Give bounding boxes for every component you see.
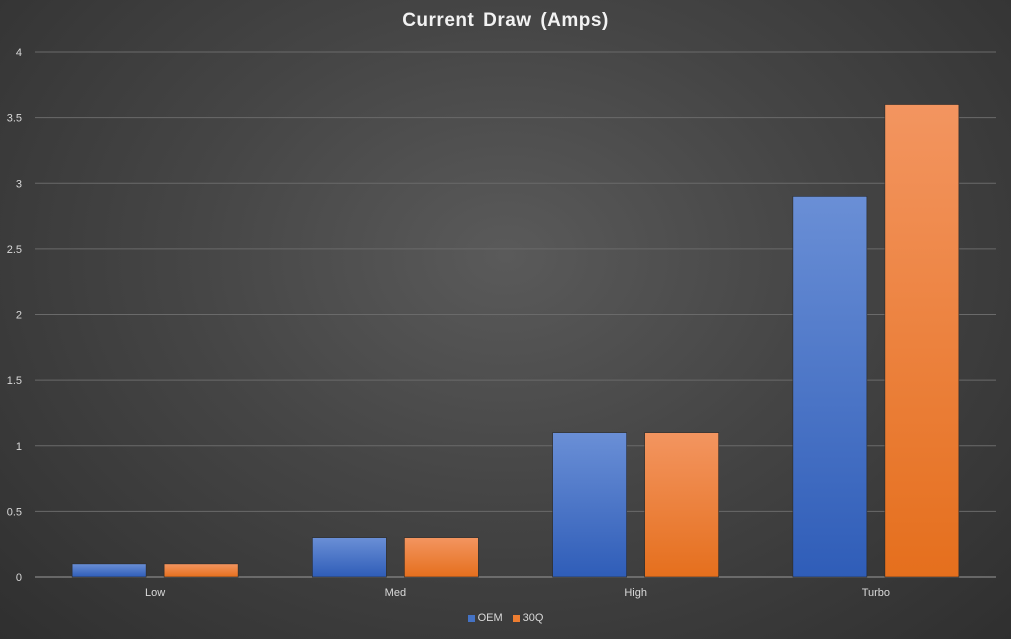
bar-oem-med[interactable] — [312, 537, 387, 578]
bar-30q-turbo[interactable] — [884, 104, 960, 578]
legend-swatch-oem — [467, 614, 475, 622]
bar-30q-high[interactable] — [644, 432, 719, 578]
chart-title: Current Draw (Amps) — [402, 10, 609, 31]
y-tick-label: 2 — [16, 310, 22, 322]
bar-30q-low[interactable] — [163, 563, 239, 578]
legend-swatch-30q — [512, 614, 520, 622]
bar-oem-low[interactable] — [71, 563, 147, 578]
y-tick-label: 1 — [16, 441, 22, 453]
y-tick-label: 2.5 — [7, 244, 22, 256]
y-tick-label: 1.5 — [7, 375, 22, 387]
x-tick-label: Turbo — [862, 587, 890, 599]
legend-label-oem: OEM — [477, 612, 503, 624]
x-tick-label: Med — [385, 587, 406, 599]
y-tick-label: 3 — [16, 178, 22, 190]
y-tick-label: 3.5 — [7, 113, 22, 125]
legend-label-30q: 30Q — [522, 612, 544, 624]
legend-item-30q[interactable]: 30Q — [512, 612, 544, 624]
legend: OEM 30Q — [0, 612, 1011, 624]
x-tick-label: High — [624, 587, 647, 599]
axis-labels: 0 0.5 1 1.5 2 2.5 3 3.5 4 Low Med High Turbo — [7, 47, 890, 599]
bars — [71, 104, 960, 578]
x-tick-label: Low — [145, 587, 165, 599]
y-tick-label: 0 — [16, 572, 22, 584]
bar-oem-turbo[interactable] — [792, 196, 868, 578]
y-tick-label: 0.5 — [7, 506, 22, 518]
bar-oem-high[interactable] — [552, 432, 627, 578]
bar-30q-med[interactable] — [404, 537, 479, 578]
legend-item-oem[interactable]: OEM — [467, 612, 503, 624]
y-tick-label: 4 — [16, 47, 22, 59]
